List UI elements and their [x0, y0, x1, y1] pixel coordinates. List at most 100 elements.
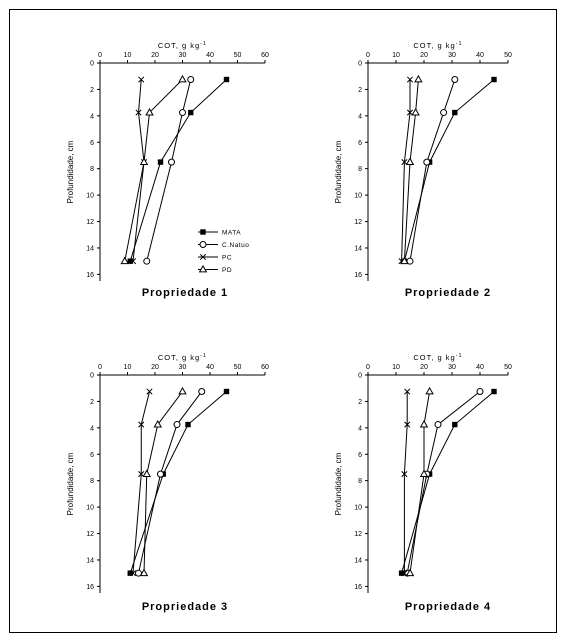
series-line [138, 391, 203, 574]
data-point [398, 570, 405, 576]
series-line [146, 79, 192, 262]
data-point [129, 570, 137, 577]
x-tick-label: 20 [151, 364, 159, 371]
data-point [143, 257, 151, 265]
data-point [145, 107, 154, 116]
series-line [124, 79, 183, 262]
series-line [401, 391, 495, 574]
y-tick-label: 10 [354, 505, 362, 512]
data-point [425, 386, 434, 395]
data-point [434, 421, 442, 429]
y-tick-label: 8 [90, 166, 94, 173]
y-tick-label: 4 [358, 425, 362, 432]
y-tick-label: 4 [90, 113, 94, 120]
x-tick-label: 50 [504, 364, 512, 371]
panel-title: Propriedade 3 [142, 601, 228, 613]
series-line [403, 79, 419, 262]
chart-panel-1: 0 10 20 30 40 50 60 0 2 4 6 8 10 12 14 16 COT, g kg-1 Pro… [66, 41, 269, 299]
data-point [138, 76, 145, 83]
data-point [476, 388, 484, 396]
y-tick-label: 2 [90, 87, 94, 94]
y-tick-label: 6 [90, 140, 94, 147]
y-tick-label: 6 [90, 452, 94, 459]
y-axis-title: Profundidade, cm [66, 140, 75, 203]
y-tick-label: 4 [90, 425, 94, 432]
y-tick-label: 16 [86, 272, 94, 279]
y-tick-label: 0 [90, 61, 94, 68]
legend-label: PC [222, 255, 232, 262]
x-tick-label: 10 [392, 364, 400, 371]
data-point [138, 471, 145, 478]
y-tick-label: 2 [358, 87, 362, 94]
y-tick-label: 16 [86, 584, 94, 591]
y-tick-label: 10 [86, 193, 94, 200]
data-point [404, 421, 411, 428]
series-pd [139, 386, 187, 577]
y-tick-label: 14 [354, 557, 362, 564]
panel-title: Propriedade 4 [405, 601, 491, 613]
x-tick-label: 40 [206, 364, 214, 371]
x-tick-label: 60 [261, 52, 269, 59]
data-point [127, 570, 133, 576]
data-point [198, 388, 206, 396]
y-axis-title: Profundidade, cm [66, 452, 75, 515]
series-pd [120, 74, 187, 265]
y-tick-label: 16 [354, 272, 362, 279]
x-tick-label: 20 [151, 52, 159, 59]
legend-marker [199, 253, 207, 261]
x-tick-label: 50 [234, 52, 242, 59]
x-tick-label: 30 [179, 364, 187, 371]
chart-panel-4: 0 10 20 30 40 50 0 2 4 6 8 10 12 14 16 COT, g kg-1 Profu… [334, 353, 512, 613]
series-line [409, 79, 456, 262]
y-axis-title: Profundidade, cm [334, 452, 343, 515]
y-tick-label: 6 [358, 140, 362, 147]
y-tick-label: 14 [354, 245, 362, 252]
y-tick-label: 8 [358, 478, 362, 485]
series-line [143, 391, 183, 574]
data-point [423, 158, 431, 166]
data-point [178, 74, 187, 83]
data-point [139, 568, 149, 577]
series-c-natuo [135, 388, 206, 577]
x-axis-title-superscript: -1 [456, 41, 463, 47]
data-point [401, 570, 408, 577]
x-tick-label: 10 [124, 364, 132, 371]
y-tick-label: 2 [358, 399, 362, 406]
data-point [406, 76, 414, 83]
x-tick-label: 40 [476, 364, 484, 371]
y-tick-label: 8 [90, 478, 94, 485]
x-axis-title-superscript: -1 [456, 353, 463, 359]
data-point [451, 76, 459, 84]
x-tick-label: 60 [261, 364, 269, 371]
x-axis-title-superscript: -1 [200, 41, 207, 47]
data-point [142, 469, 152, 477]
series-pd [400, 74, 423, 265]
data-point [440, 109, 448, 117]
data-point [157, 159, 164, 165]
y-tick-label: 12 [86, 219, 94, 226]
series-line [132, 391, 150, 574]
data-point [188, 109, 194, 116]
chart-panel-3: 0 10 20 30 40 50 60 0 2 4 6 8 10 12 14 16 COT, g kg-1 Pro… [66, 353, 269, 613]
data-point [401, 471, 408, 478]
data-point [419, 469, 429, 477]
data-point [139, 157, 149, 165]
y-axis-title: Profundidade, cm [334, 140, 343, 203]
data-point [185, 421, 191, 428]
x-tick-label: 50 [234, 364, 242, 371]
data-point [419, 419, 429, 428]
series-line [401, 79, 411, 262]
x-tick-label: 50 [504, 52, 512, 59]
data-point [135, 109, 142, 116]
x-tick-label: 0 [98, 364, 102, 371]
data-point [223, 388, 230, 395]
series-line [403, 79, 495, 262]
legend-label: MATA [222, 230, 241, 237]
y-tick-label: 10 [354, 193, 362, 200]
y-tick-label: 12 [86, 531, 94, 538]
series-pc [401, 388, 411, 577]
data-point [138, 421, 145, 428]
panel-title: Propriedade 2 [405, 287, 491, 299]
legend: MATA C.Natuo PC PD [198, 229, 249, 274]
x-tick-label: 20 [420, 52, 428, 59]
